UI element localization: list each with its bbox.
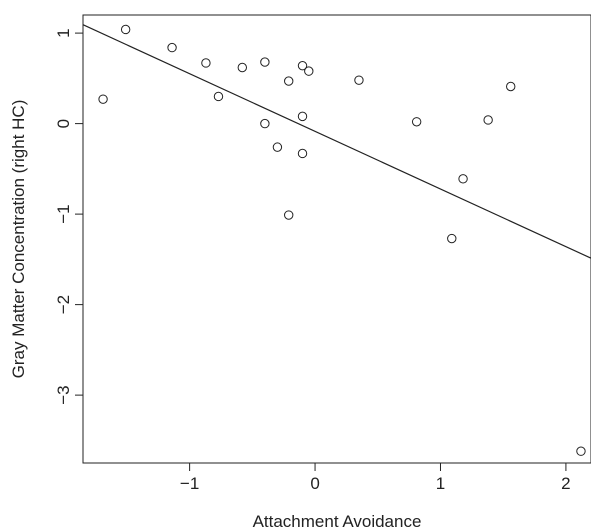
data-point xyxy=(297,111,308,122)
data-point xyxy=(260,57,270,67)
data-point xyxy=(284,76,294,86)
y-tick-label: −2 xyxy=(54,295,73,314)
data-point xyxy=(411,117,422,127)
data-point xyxy=(213,91,224,102)
y-tick-label: −3 xyxy=(54,385,73,404)
data-point xyxy=(167,42,177,53)
y-tick-label: 1 xyxy=(54,28,73,37)
x-tick-label: 1 xyxy=(436,474,445,493)
data-point xyxy=(284,210,294,220)
x-tick-label: −1 xyxy=(180,474,199,493)
data-point xyxy=(354,75,364,85)
data-point xyxy=(120,24,131,35)
x-axis-ticks: −1 0 1 2 xyxy=(180,463,571,493)
data-point xyxy=(98,94,108,104)
data-point xyxy=(237,62,247,73)
data-point xyxy=(297,60,308,71)
x-tick-label: 2 xyxy=(561,474,570,493)
x-tick-label: 0 xyxy=(310,474,319,493)
data-point xyxy=(201,58,211,68)
y-tick-label: −1 xyxy=(54,204,73,223)
data-point xyxy=(576,446,586,456)
y-axis-label: Gray Matter Concentration (right HC) xyxy=(9,100,28,379)
data-point xyxy=(297,148,308,159)
data-point xyxy=(272,142,283,152)
data-point xyxy=(506,81,516,92)
data-point xyxy=(458,174,468,184)
data-point xyxy=(483,115,493,125)
data-point xyxy=(304,66,314,76)
plot-frame xyxy=(82,14,591,464)
y-tick-label: 0 xyxy=(54,119,73,128)
data-point xyxy=(447,233,457,244)
regression-line-group xyxy=(82,24,591,259)
x-axis-label: Attachment Avoidance xyxy=(253,512,422,531)
data-points xyxy=(98,24,586,456)
data-point xyxy=(260,118,270,129)
regression-line xyxy=(82,24,591,259)
y-axis-ticks: −3 −2 −1 0 1 xyxy=(54,28,83,405)
